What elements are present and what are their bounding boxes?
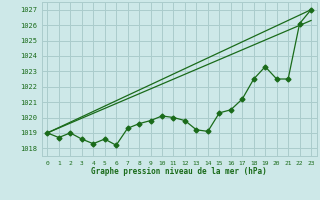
X-axis label: Graphe pression niveau de la mer (hPa): Graphe pression niveau de la mer (hPa) — [91, 167, 267, 176]
